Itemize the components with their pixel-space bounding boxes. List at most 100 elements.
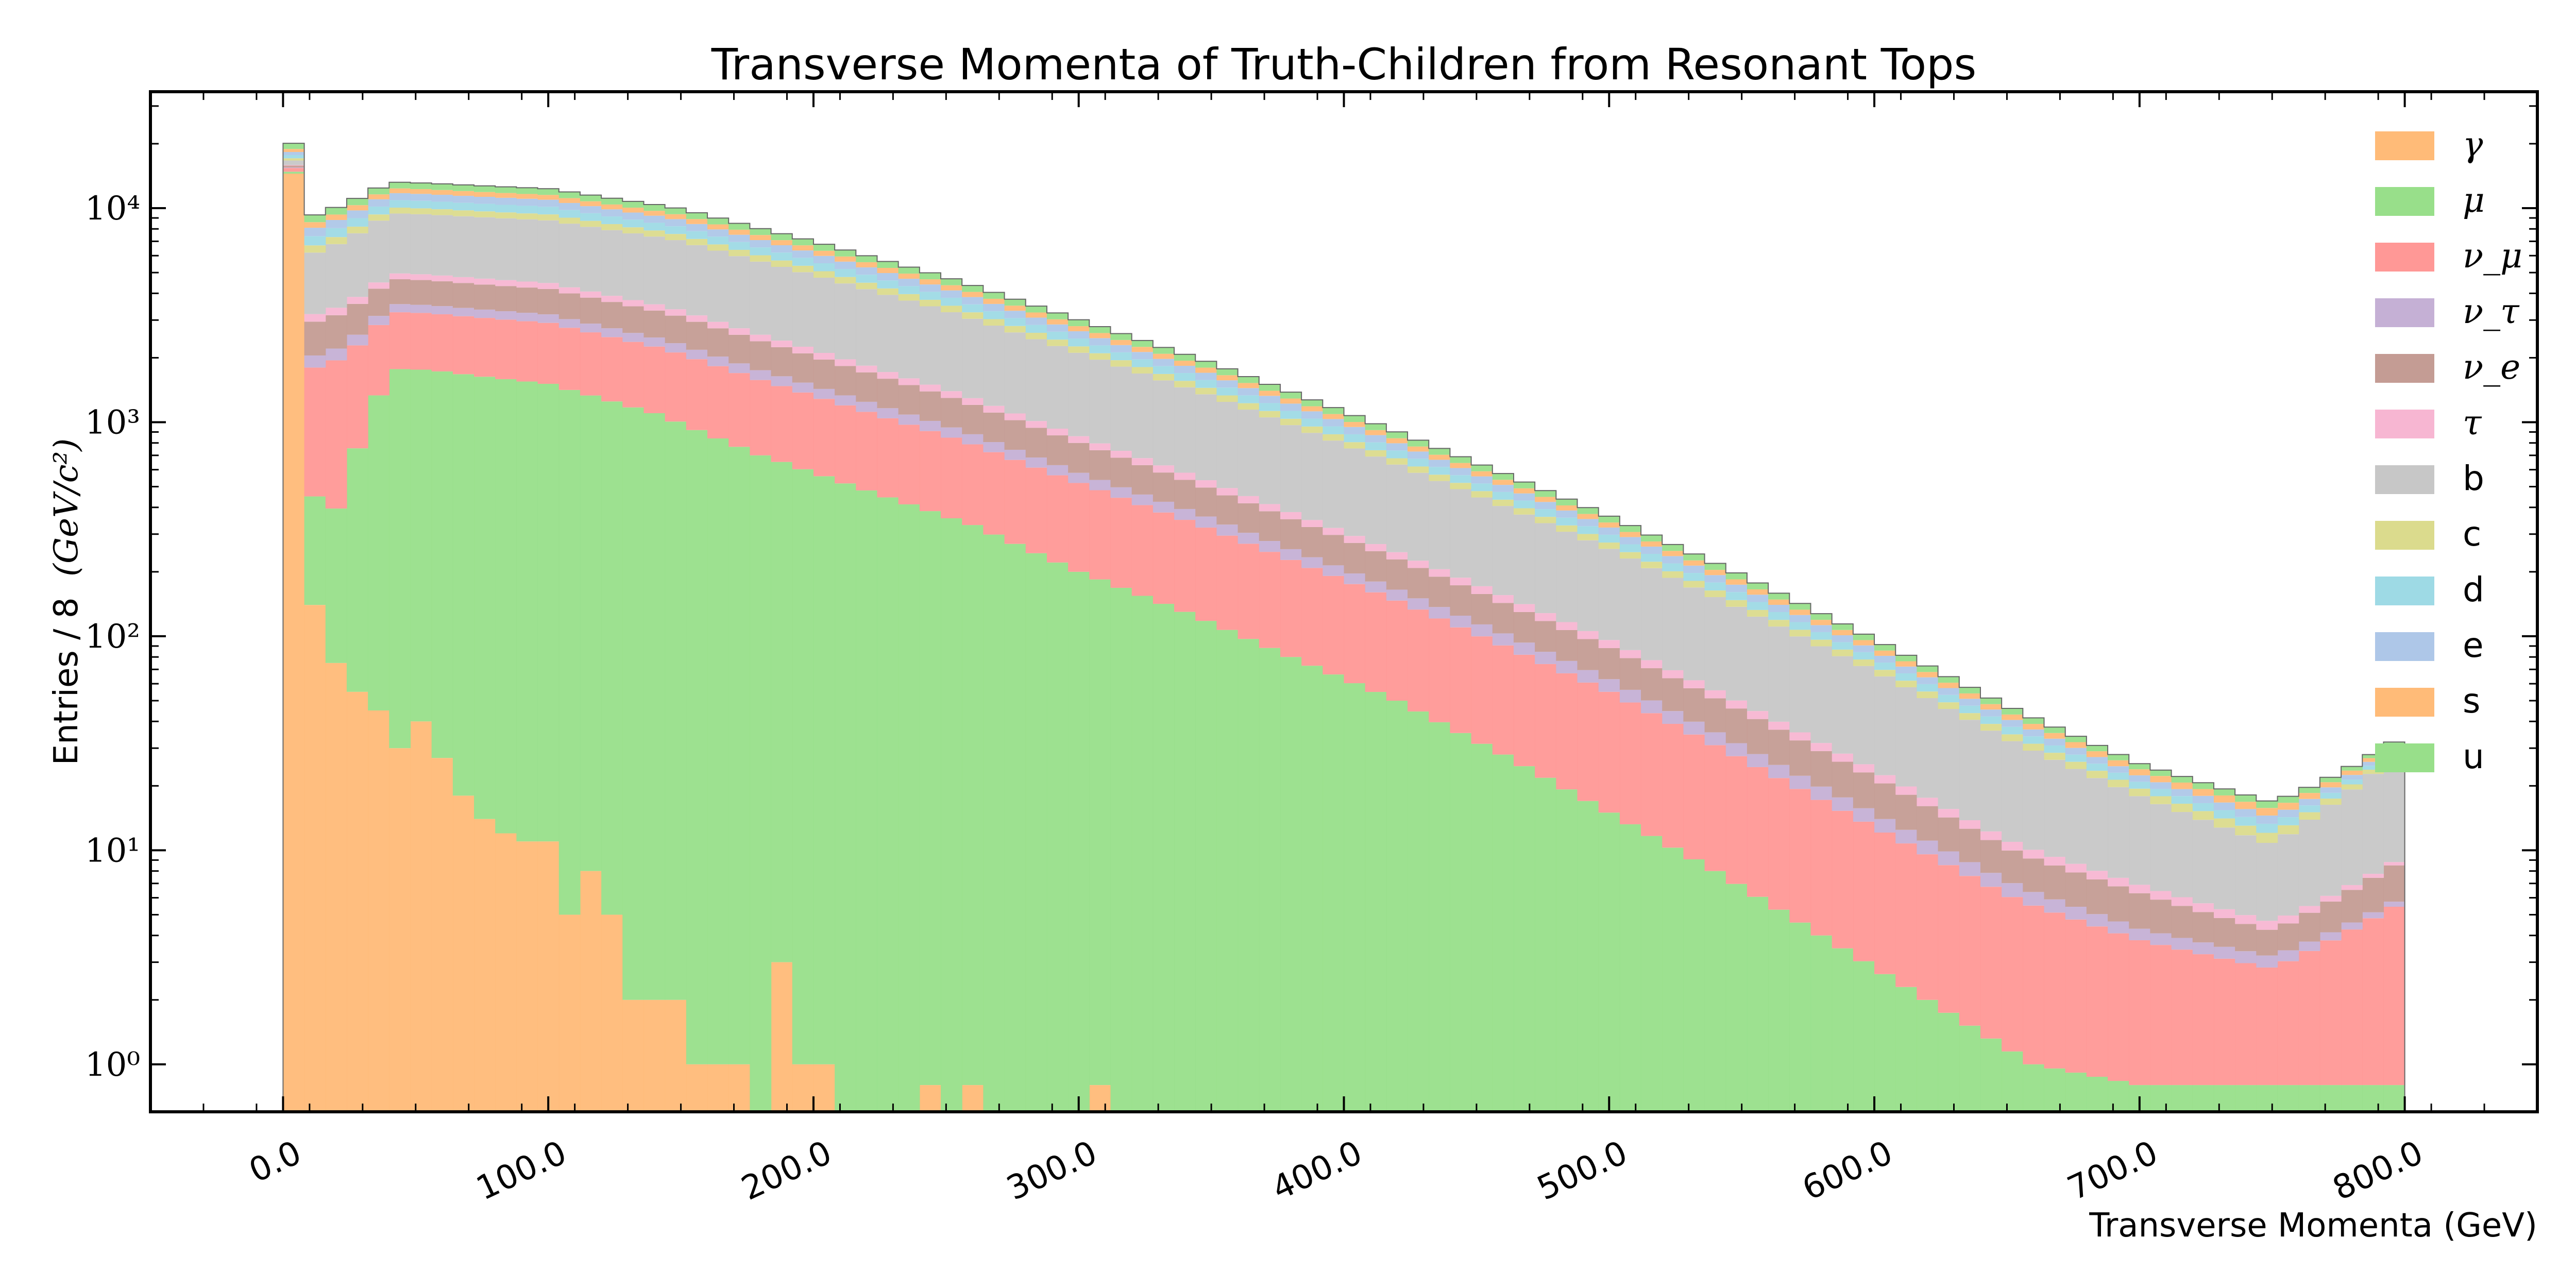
bar-segment (2341, 929, 2363, 1086)
bar-segment (1917, 691, 1939, 699)
bar-segment (2086, 1076, 2108, 1112)
bar-segment (1471, 471, 1493, 477)
bar-segment (1004, 326, 1026, 333)
bar-segment (1577, 801, 1599, 1112)
bar-segment (1089, 338, 1111, 346)
bar-segment (1917, 840, 1939, 855)
bar-segment (1110, 352, 1132, 361)
bar-segment (1959, 820, 1981, 829)
bar-segment (2044, 745, 2066, 753)
bar-segment (962, 312, 984, 319)
bar-segment (686, 321, 708, 350)
bar-segment (1365, 544, 1387, 551)
bar-segment (1874, 783, 1896, 819)
bar-segment (2383, 758, 2405, 862)
bar-segment (835, 283, 856, 360)
bar-segment (2319, 799, 2342, 805)
bar-segment (2213, 818, 2235, 828)
bar-segment (877, 261, 899, 268)
bar-segment (2023, 743, 2045, 751)
bar-segment (1917, 798, 1939, 806)
bar-segment (495, 286, 517, 312)
bar-segment (389, 188, 411, 193)
bar-segment (728, 334, 750, 364)
bar-segment (2108, 921, 2129, 934)
bar-segment (665, 219, 687, 227)
bar-segment (622, 407, 645, 1000)
bar-segment (1662, 678, 1684, 711)
bar-segment (813, 244, 835, 251)
bar-segment (1131, 596, 1154, 1112)
bar-segment (1238, 376, 1260, 383)
bar-segment (962, 292, 984, 297)
bar-segment (2086, 764, 2108, 771)
bar-segment (537, 214, 560, 221)
bar-segment (1344, 434, 1366, 443)
bar-segment (1025, 306, 1047, 313)
bar-segment (537, 199, 560, 207)
bar-segment (898, 504, 920, 1112)
bar-segment (1153, 512, 1175, 604)
bar-segment (1810, 614, 1833, 620)
bar-segment (792, 250, 814, 258)
bar-segment (750, 228, 772, 235)
bar-segment (1810, 786, 1833, 800)
bar-segment (877, 418, 899, 498)
bar-segment (1789, 789, 1811, 923)
bar-segment (558, 224, 581, 287)
bar-segment (1513, 604, 1535, 612)
bar-segment (877, 268, 899, 274)
bar-segment (707, 229, 729, 237)
bar-segment (2362, 1085, 2384, 1112)
bar-segment (2341, 922, 2363, 930)
bar-segment (2277, 961, 2299, 1086)
bar-segment (1408, 561, 1429, 568)
bar-segment (580, 332, 602, 396)
bar-segment (1492, 633, 1514, 646)
bar-segment (2235, 835, 2257, 916)
bar-segment (2044, 738, 2066, 745)
bar-segment (2023, 850, 2045, 859)
bar-segment (1789, 636, 1811, 733)
bar-segment (1917, 999, 1939, 1112)
bar-segment (1429, 569, 1451, 577)
bar-segment (1408, 451, 1429, 459)
bar-segment (2108, 754, 2129, 760)
bar-segment (1131, 505, 1154, 596)
bar-segment (304, 355, 326, 368)
bar-segment (2362, 766, 2384, 770)
bar-segment (1471, 594, 1493, 624)
bar-segment (1874, 670, 1896, 676)
y-tick-label: 10³ (85, 403, 140, 442)
bar-segment (1025, 332, 1047, 340)
bar-segment (835, 256, 856, 262)
bar-segment (1259, 384, 1281, 391)
bar-segment (835, 250, 856, 257)
bar-segment (2235, 825, 2257, 836)
bar-segment (2192, 795, 2214, 803)
bar-segment (580, 297, 602, 324)
bar-segment (1619, 702, 1641, 824)
bar-segment (601, 296, 623, 302)
bar-segment (2213, 946, 2235, 959)
bar-segment (1089, 345, 1111, 353)
bar-segment (877, 379, 899, 409)
bar-segment (856, 412, 878, 490)
bar-segment (1641, 568, 1663, 660)
bar-segment (1471, 624, 1493, 637)
bar-segment (410, 313, 432, 370)
bar-segment (686, 315, 708, 322)
bar-segment (580, 195, 602, 201)
bar-segment (1153, 374, 1175, 381)
bar-segment (2298, 912, 2320, 942)
bar-segment (643, 337, 666, 347)
legend-swatch (2375, 688, 2434, 717)
bar-segment (2150, 789, 2172, 796)
bar-segment (516, 188, 538, 194)
y-axis-label-unit: (GeV/c²) (47, 438, 86, 577)
bar-segment (1110, 345, 1132, 352)
bar-segment (1004, 311, 1026, 318)
bar-segment (2129, 885, 2151, 893)
bar-segment (1683, 573, 1705, 581)
bar-segment (941, 279, 962, 285)
